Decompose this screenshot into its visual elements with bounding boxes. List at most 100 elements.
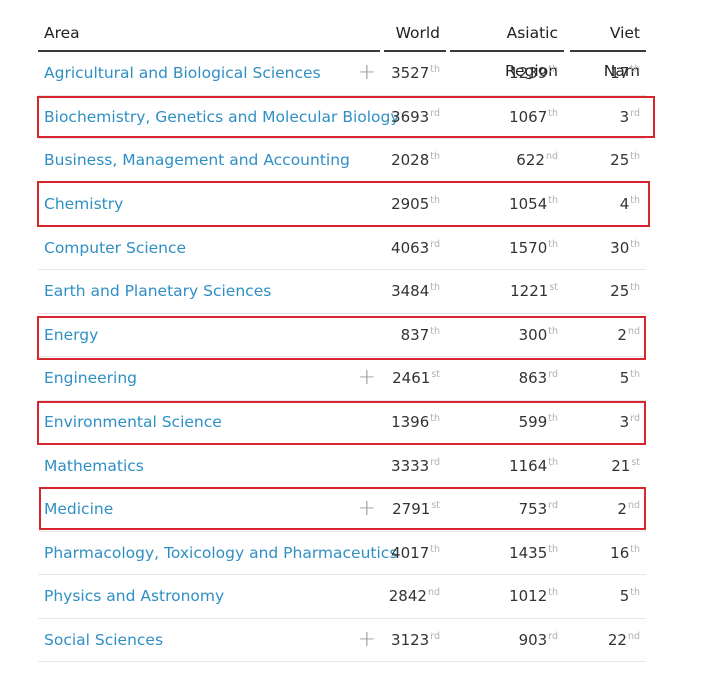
rank-number: 2461 — [392, 369, 431, 388]
table-row: Medicine +2791st 753rd 2nd — [38, 488, 646, 532]
ordinal-suffix: th — [430, 64, 440, 76]
ordinal-suffix: th — [630, 195, 640, 207]
area-cell: Environmental Science — [38, 413, 380, 431]
rank-number: 3 — [619, 107, 630, 126]
area-link[interactable]: Environmental Science — [44, 413, 222, 432]
ordinal-suffix: th — [548, 64, 558, 76]
asiatic-rank-cell: 300th — [450, 326, 564, 344]
rank-number: 4 — [619, 195, 630, 214]
rank-number: 3123 — [391, 631, 430, 650]
table-row: Chemistry 2905th 1054th 4th — [38, 183, 646, 227]
asiatic-rank-cell: 1221st — [450, 282, 564, 300]
rank-number: 863 — [518, 369, 548, 388]
ordinal-suffix: rd — [548, 500, 558, 512]
ordinal-suffix: rd — [630, 413, 640, 425]
ordinal-suffix: nd — [627, 500, 640, 512]
ordinal-suffix: th — [630, 369, 640, 381]
area-cell: Chemistry — [38, 195, 380, 213]
area-link[interactable]: Mathematics — [44, 456, 144, 475]
asiatic-rank-cell: 1054th — [450, 195, 564, 213]
rank-number: 2028 — [391, 151, 430, 170]
area-link[interactable]: Agricultural and Biological Sciences — [44, 64, 321, 83]
rank-number: 2842 — [388, 587, 427, 606]
rank-number: 1570 — [509, 238, 548, 257]
asiatic-rank-cell: 1164th — [450, 457, 564, 475]
world-rank-cell: 4017th — [384, 544, 446, 562]
area-cell: Computer Science — [38, 239, 380, 257]
ordinal-suffix: st — [431, 500, 440, 512]
rank-number: 1396 — [391, 413, 430, 432]
table-row: Social Sciences +3123rd 903rd 22nd — [38, 619, 646, 663]
rank-number: 17 — [610, 64, 630, 83]
area-link[interactable]: Pharmacology, Toxicology and Pharmaceuti… — [44, 543, 398, 562]
vietnam-rank-cell: 5th — [570, 369, 646, 387]
world-rank-cell: 2905th — [384, 195, 446, 213]
rank-number: 4063 — [391, 238, 430, 257]
rank-number: 25 — [610, 151, 630, 170]
ordinal-suffix: rd — [548, 631, 558, 643]
vietnam-rank-cell: 25th — [570, 151, 646, 169]
rank-number: 837 — [400, 325, 430, 344]
expand-plus-icon[interactable]: + — [357, 496, 376, 522]
expand-plus-icon[interactable]: + — [357, 365, 376, 391]
area-link[interactable]: Energy — [44, 325, 99, 344]
ordinal-suffix: nd — [627, 631, 640, 643]
rank-number: 2905 — [391, 195, 430, 214]
area-link[interactable]: Biochemistry, Genetics and Molecular Bio… — [44, 107, 400, 126]
rank-number: 2791 — [392, 500, 431, 519]
area-link[interactable]: Business, Management and Accounting — [44, 151, 350, 170]
ordinal-suffix: th — [630, 282, 640, 294]
rank-number: 1239 — [509, 64, 548, 83]
vietnam-rank-cell: 2nd — [570, 500, 646, 518]
world-rank-cell: 3333rd — [384, 457, 446, 475]
vietnam-rank-cell: 2nd — [570, 326, 646, 344]
asiatic-rank-cell: 903rd — [450, 631, 564, 649]
rank-number: 3 — [619, 413, 630, 432]
ranking-table: Area World Asiatic Region Viet Nam Agric… — [38, 14, 646, 663]
ordinal-suffix: th — [430, 325, 440, 337]
ordinal-suffix: th — [430, 543, 440, 555]
area-link[interactable]: Physics and Astronomy — [44, 587, 225, 606]
world-rank-cell: 3123rd — [384, 631, 446, 649]
area-link[interactable]: Medicine — [44, 500, 114, 519]
rank-number: 3527 — [391, 64, 430, 83]
area-cell: Mathematics — [38, 457, 380, 475]
ordinal-suffix: th — [548, 543, 558, 555]
ordinal-suffix: rd — [630, 107, 640, 119]
ordinal-suffix: nd — [627, 325, 640, 337]
asiatic-rank-cell: 1067th — [450, 108, 564, 126]
area-cell: Pharmacology, Toxicology and Pharmaceuti… — [38, 544, 397, 562]
rank-number: 599 — [518, 413, 548, 432]
table-row: Computer Science 4063rd 1570th 30th — [38, 226, 646, 270]
rank-number: 1067 — [509, 107, 548, 126]
ordinal-suffix: th — [430, 282, 440, 294]
area-link[interactable]: Chemistry — [44, 195, 124, 214]
area-link[interactable]: Engineering — [44, 369, 137, 388]
ordinal-suffix: th — [548, 238, 558, 250]
table-row: Biochemistry, Genetics and Molecular Bio… — [38, 96, 646, 140]
area-cell: Physics and Astronomy — [38, 587, 380, 605]
area-cell: Business, Management and Accounting — [38, 151, 380, 169]
rank-number: 2 — [617, 325, 627, 344]
vietnam-rank-cell: 5th — [570, 587, 646, 605]
world-rank-cell: 2791st — [384, 500, 446, 518]
ordinal-suffix: th — [630, 587, 640, 599]
expand-plus-icon[interactable]: + — [357, 627, 376, 653]
ordinal-suffix: rd — [548, 369, 558, 381]
area-cell: Agricultural and Biological Sciences + — [38, 62, 380, 84]
area-link[interactable]: Computer Science — [44, 238, 187, 257]
vietnam-rank-cell: 16th — [570, 544, 646, 562]
ordinal-suffix: rd — [430, 456, 440, 468]
ordinal-suffix: th — [630, 543, 640, 555]
world-rank-cell: 1396th — [384, 413, 446, 431]
area-link[interactable]: Earth and Planetary Sciences — [44, 282, 272, 301]
table-header: Area World Asiatic Region Viet Nam — [38, 14, 646, 80]
table-row: Earth and Planetary Sciences 3484th 1221st… — [38, 270, 646, 314]
asiatic-rank-cell: 753rd — [450, 500, 564, 518]
header-asiatic-region: Asiatic Region — [450, 14, 564, 80]
world-rank-cell: 3693rd — [384, 108, 446, 126]
ordinal-suffix: rd — [430, 631, 440, 643]
rank-number: 5 — [619, 369, 630, 388]
area-link[interactable]: Social Sciences — [44, 631, 164, 650]
expand-plus-icon[interactable]: + — [357, 60, 376, 86]
